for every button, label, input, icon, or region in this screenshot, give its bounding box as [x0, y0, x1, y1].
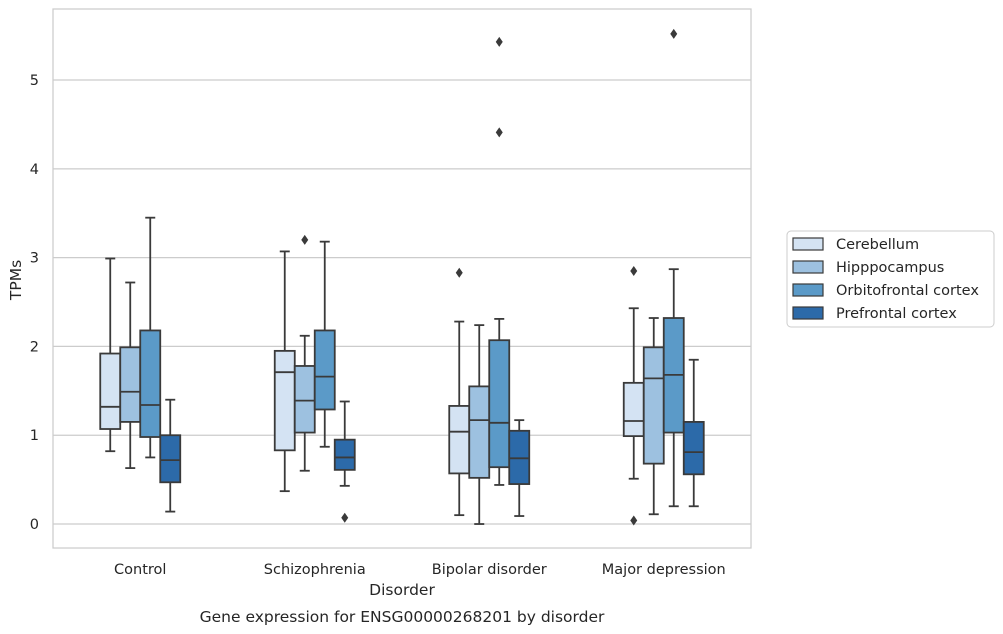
box-iqr	[448, 405, 471, 475]
box-hipppocampus	[468, 324, 491, 525]
outlier-point	[630, 515, 638, 526]
legend: Cerebellum Hipppocampus Orbitofrontal cort…	[786, 230, 995, 328]
box-hipppocampus	[642, 317, 665, 516]
box-iqr	[622, 381, 645, 438]
y-tick-label-2: 2	[30, 339, 39, 355]
box-cerebellum	[273, 250, 296, 493]
box-orbitofrontal-cortex	[313, 240, 336, 448]
box-orbitofrontal-cortex	[662, 28, 685, 508]
box-cerebellum	[99, 257, 122, 453]
box-hipppocampus	[119, 281, 142, 469]
box-iqr	[333, 438, 356, 471]
box-iqr	[682, 421, 705, 476]
legend-swatch	[792, 237, 824, 251]
plot-frame	[52, 8, 752, 549]
box-iqr	[488, 339, 511, 469]
x-tick-label: Bipolar disorder	[432, 562, 547, 578]
legend-label: Hipppocampus	[836, 260, 944, 276]
box-prefrontal-cortex	[333, 400, 356, 523]
box-iqr	[159, 434, 182, 484]
y-tick-label-3: 3	[30, 251, 39, 267]
box-cerebellum	[622, 265, 645, 526]
box-iqr	[468, 385, 491, 479]
box-prefrontal-cortex	[159, 398, 182, 513]
chart-title: Gene expression for ENSG00000268201 by d…	[200, 608, 605, 626]
x-tick-label: Major depression	[602, 562, 726, 578]
box-iqr	[313, 329, 336, 411]
legend-label: Cerebellum	[836, 237, 919, 253]
legend-swatch	[792, 260, 824, 274]
y-tick-label-5: 5	[30, 73, 39, 89]
x-axis-ticks: Control Schizophrenia Bipolar disorder Majo…	[114, 562, 726, 578]
box-iqr	[293, 365, 316, 434]
y-axis-ticks: 0 1 2 3 4 5	[30, 73, 39, 533]
legend-frame	[786, 230, 995, 328]
outlier-point	[670, 28, 678, 39]
outlier-point	[455, 267, 463, 278]
outlier-point	[301, 234, 309, 245]
y-tick-label-1: 1	[30, 428, 39, 444]
x-axis-label: Disorder	[369, 581, 435, 599]
box-iqr	[642, 346, 665, 465]
box-cerebellum	[448, 267, 471, 517]
box-prefrontal-cortex	[508, 419, 531, 517]
y-tick-label-4: 4	[30, 162, 39, 178]
box-iqr	[139, 329, 162, 438]
box-iqr	[273, 349, 296, 452]
box-orbitofrontal-cortex	[139, 216, 162, 459]
box-prefrontal-cortex	[682, 358, 705, 508]
outlier-point	[495, 127, 503, 138]
y-axis-label: TPMs	[7, 260, 25, 301]
box-plot-series	[99, 28, 705, 526]
outlier-point	[495, 36, 503, 47]
box-iqr	[119, 346, 142, 423]
legend-swatch	[792, 306, 824, 320]
outlier-point	[630, 265, 638, 276]
y-tick-label-0: 0	[30, 517, 39, 533]
outlier-point	[341, 512, 349, 523]
legend-swatch	[792, 283, 824, 297]
legend-label: Prefrontal cortex	[836, 306, 957, 322]
box-orbitofrontal-cortex	[488, 36, 511, 486]
legend-label: Orbitofrontal cortex	[836, 283, 979, 299]
x-tick-label: Control	[114, 562, 166, 578]
box-iqr	[99, 352, 122, 430]
x-tick-label: Schizophrenia	[264, 562, 366, 578]
